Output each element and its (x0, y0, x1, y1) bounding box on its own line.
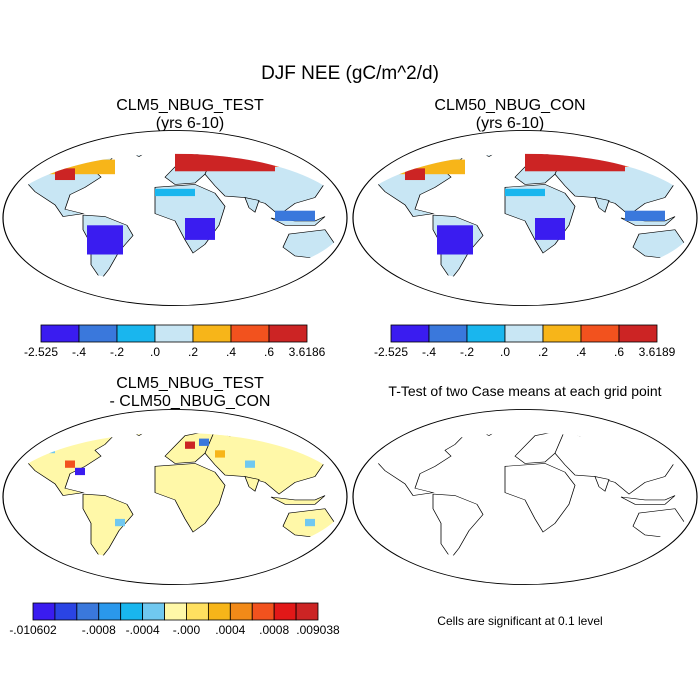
colorbar-tick-label: .4 (226, 345, 236, 359)
colorbar-tick-label: -.4 (422, 345, 436, 359)
colorbar-tick-label: .0008 (259, 623, 289, 637)
colorbar-swatch (54, 602, 78, 621)
colorbar-tick-label: -2.525 (374, 345, 408, 359)
colorbar-swatch (78, 324, 118, 343)
colorbar-swatch (268, 324, 308, 343)
panel-title-con-line1: CLM50_NBUG_CON (434, 97, 586, 114)
panel-title-con-line2: (yrs 6-10) (475, 115, 545, 132)
colorbar-swatch (207, 602, 231, 621)
colorbar-tick-label: -.2 (460, 345, 474, 359)
colorbar-swatch (466, 324, 506, 343)
colorbar-tick-label: -.0008 (82, 623, 116, 637)
colorbar-swatch (390, 324, 430, 343)
colorbar-tick-label: 3.6186 (289, 345, 326, 359)
colorbar-tick-label: -.0004 (126, 623, 160, 637)
panel-title-diff-line1: CLM5_NBUG_TEST (116, 375, 264, 392)
colorbar-tick-label: -.2 (110, 345, 124, 359)
colorbar-swatch (542, 324, 582, 343)
colorbar-swatch (142, 602, 165, 621)
colorbar-tick-label: .4 (576, 345, 586, 359)
colorbar-tick-label: .2 (188, 345, 198, 359)
colorbar-tick-label: 3.6189 (639, 345, 676, 359)
map-test (2, 129, 348, 307)
colorbar-swatch (40, 324, 80, 343)
colorbar-swatch (229, 602, 253, 621)
colorbar-tick-label: .009038 (296, 623, 340, 637)
colorbar-tick-label: -.000 (173, 623, 201, 637)
colorbar-test: -2.525 -.4 -.2 .0 .2 .4 .6 3.6186 (24, 324, 326, 359)
colorbar-tick-label: -.010602 (9, 623, 57, 637)
colorbar-con: -2.525 -.4 -.2 .0 .2 .4 .6 3.6189 (374, 324, 676, 359)
panel-title-test-line2: (yrs 6-10) (155, 115, 225, 132)
figure-title: DJF NEE (gC/m^2/d) (261, 63, 439, 84)
colorbar-swatch (192, 324, 232, 343)
colorbar-swatch (98, 602, 122, 621)
colorbar-swatch (251, 602, 275, 621)
panel-title-diff-line2: - CLM50_NBUG_CON (109, 393, 271, 410)
colorbar-tick-label: .0004 (215, 623, 245, 637)
colorbar-swatch (273, 602, 297, 621)
panel-title-test-line1: CLM5_NBUG_TEST (116, 97, 264, 114)
map-con (352, 129, 698, 307)
colorbar-tick-label: .6 (614, 345, 624, 359)
colorbar-tick-label: .6 (264, 345, 274, 359)
panel-title-con: CLM50_NBUG_CON (yrs 6-10) (380, 97, 640, 133)
colorbar-tick-label: .0 (500, 345, 510, 359)
panel-title-diff: CLM5_NBUG_TEST - CLM50_NBUG_CON (40, 375, 340, 411)
colorbar-swatch (186, 602, 209, 621)
ttest-caption: Cells are significant at 0.1 level (437, 614, 603, 628)
colorbar-diff: -.010602 -.0008 -.0004 -.000 .0004 .0008 .0090… (9, 602, 340, 637)
colorbar-tick-label: -.4 (72, 345, 86, 359)
colorbar-swatch (428, 324, 468, 343)
map-ttest (352, 408, 698, 586)
panel-title-test: CLM5_NBUG_TEST (yrs 6-10) (60, 97, 320, 133)
colorbar-tick-label: .2 (538, 345, 548, 359)
colorbar-swatch (116, 324, 156, 343)
colorbar-swatch (580, 324, 620, 343)
colorbar-tick-label: .0 (150, 345, 160, 359)
colorbar-swatch (164, 602, 187, 621)
panel-title-ttest: T-Test of two Case means at each grid po… (388, 383, 662, 399)
colorbar-swatch (618, 324, 658, 343)
colorbar-swatch (295, 602, 319, 621)
colorbar-swatch (504, 324, 544, 343)
colorbar-swatch (32, 602, 56, 621)
map-diff (2, 408, 348, 586)
colorbar-swatch (120, 602, 144, 621)
colorbar-swatch (230, 324, 270, 343)
colorbar-swatch (154, 324, 194, 343)
colorbar-tick-label: -2.525 (24, 345, 58, 359)
colorbar-swatch (76, 602, 100, 621)
